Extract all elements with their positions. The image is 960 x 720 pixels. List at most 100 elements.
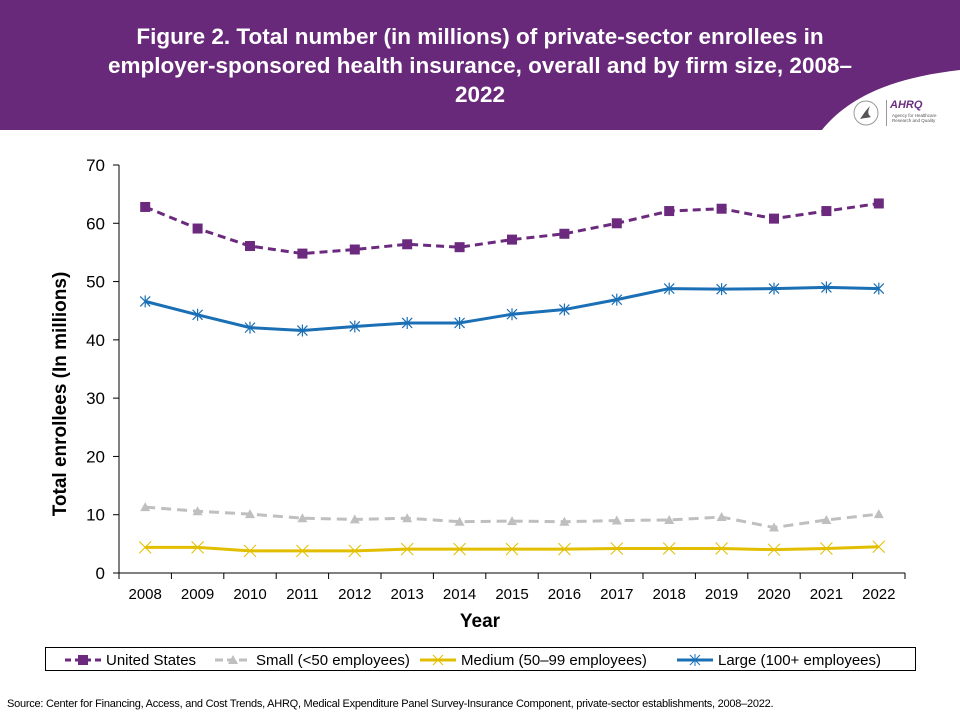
data-point xyxy=(348,544,362,558)
ahrq-logo: AHRQ Agency for Healthcare Research and … xyxy=(848,96,953,132)
y-axis-label: Total enrollees (In millions) xyxy=(50,271,71,517)
data-point xyxy=(139,295,151,308)
data-point xyxy=(402,513,413,523)
data-point xyxy=(610,542,624,555)
legend-label: Large (100+ employees) xyxy=(718,651,882,669)
data-point xyxy=(297,513,308,523)
data-point xyxy=(400,542,414,556)
series-line xyxy=(144,201,880,256)
data-point xyxy=(821,206,832,217)
data-point xyxy=(873,198,884,209)
series-small-50-employees xyxy=(140,502,884,532)
data-point xyxy=(873,509,884,519)
data-point xyxy=(820,542,833,555)
data-point xyxy=(558,303,570,316)
data-point xyxy=(611,293,623,306)
legend-label: Medium (50–99 employees) xyxy=(461,651,647,669)
banner-curve xyxy=(818,70,960,135)
x-tick-label: 2012 xyxy=(338,586,371,603)
legend-swatch-large xyxy=(677,654,713,666)
legend: United States Small (<50 employees) Medi… xyxy=(45,647,916,671)
ahrq-logo-text: AHRQ xyxy=(890,99,923,111)
x-tick-label: 2014 xyxy=(443,586,476,603)
data-point xyxy=(296,324,308,337)
x-axis-label: Year xyxy=(459,611,501,632)
data-point xyxy=(663,282,675,295)
x-tick-label: 2018 xyxy=(653,586,686,603)
x-tick-label: 2019 xyxy=(705,586,738,603)
x-tick-label: 2021 xyxy=(810,586,843,603)
y-tick-label: 30 xyxy=(86,389,105,408)
series-united-states xyxy=(140,198,884,259)
data-point xyxy=(507,516,517,526)
hhs-eagle-icon xyxy=(853,100,879,126)
x-tick-label: 2020 xyxy=(757,586,790,603)
data-point xyxy=(715,542,728,555)
data-point xyxy=(296,544,309,558)
x-tick-label: 2016 xyxy=(548,586,581,603)
series-layer xyxy=(138,198,886,558)
x-tick-label: 2015 xyxy=(495,586,528,603)
y-tick-label: 50 xyxy=(86,273,105,292)
data-point xyxy=(192,308,204,321)
data-point xyxy=(401,316,413,329)
data-point xyxy=(192,506,203,516)
data-point xyxy=(243,544,257,558)
data-point xyxy=(768,282,780,295)
x-tick-label: 2008 xyxy=(129,586,162,603)
data-point xyxy=(664,206,675,217)
data-point xyxy=(769,213,779,224)
legend-swatch-small xyxy=(215,655,251,664)
data-point xyxy=(872,540,886,554)
data-point xyxy=(873,282,885,295)
y-tick-label: 20 xyxy=(86,447,105,466)
data-point xyxy=(716,203,727,214)
legend-swatch-united-states xyxy=(65,655,101,665)
legend-item-medium: Medium (50–99 employees) xyxy=(419,650,647,670)
data-point xyxy=(245,509,255,519)
x-tick-label: 2010 xyxy=(233,586,266,603)
data-point xyxy=(505,542,519,556)
data-point xyxy=(453,542,466,556)
data-point xyxy=(454,316,466,329)
data-point xyxy=(821,514,832,524)
y-tick-label: 60 xyxy=(86,214,105,233)
legend-item-large: Large (100+ employees) xyxy=(676,650,881,670)
logo-divider xyxy=(886,100,887,126)
data-point xyxy=(662,542,676,555)
data-point xyxy=(454,242,465,253)
data-point xyxy=(769,522,779,532)
data-point xyxy=(191,541,204,554)
x-tick-label: 2013 xyxy=(391,586,424,603)
data-point xyxy=(138,541,152,554)
data-point xyxy=(349,514,360,524)
x-tick-label: 2022 xyxy=(862,586,895,603)
data-point xyxy=(507,234,517,245)
data-point xyxy=(245,241,255,252)
data-point xyxy=(349,320,361,333)
title-banner xyxy=(0,0,960,130)
x-tick-label: 2009 xyxy=(181,586,214,603)
data-point xyxy=(559,516,570,526)
series-line xyxy=(145,505,879,530)
data-point xyxy=(820,281,832,294)
x-tick-label: 2017 xyxy=(600,586,633,603)
data-point xyxy=(402,239,413,250)
source-note: Source: Center for Financing, Access, an… xyxy=(7,698,774,710)
data-point xyxy=(244,321,256,334)
data-point xyxy=(558,542,571,556)
y-tick-label: 40 xyxy=(86,331,105,350)
data-point xyxy=(297,248,308,259)
ahrq-logo-subtext: Agency for Healthcare Research and Quali… xyxy=(892,113,937,123)
data-point xyxy=(716,283,728,296)
data-point xyxy=(506,308,518,321)
data-point xyxy=(140,502,151,512)
data-point xyxy=(349,244,360,255)
chart-title: Figure 2. Total number (in millions) of … xyxy=(107,24,853,107)
series-medium-50-99-employees xyxy=(138,540,886,558)
data-point xyxy=(140,201,151,212)
data-point xyxy=(192,223,203,234)
legend-item-small: Small (<50 employees) xyxy=(214,650,410,670)
data-point xyxy=(611,515,622,525)
